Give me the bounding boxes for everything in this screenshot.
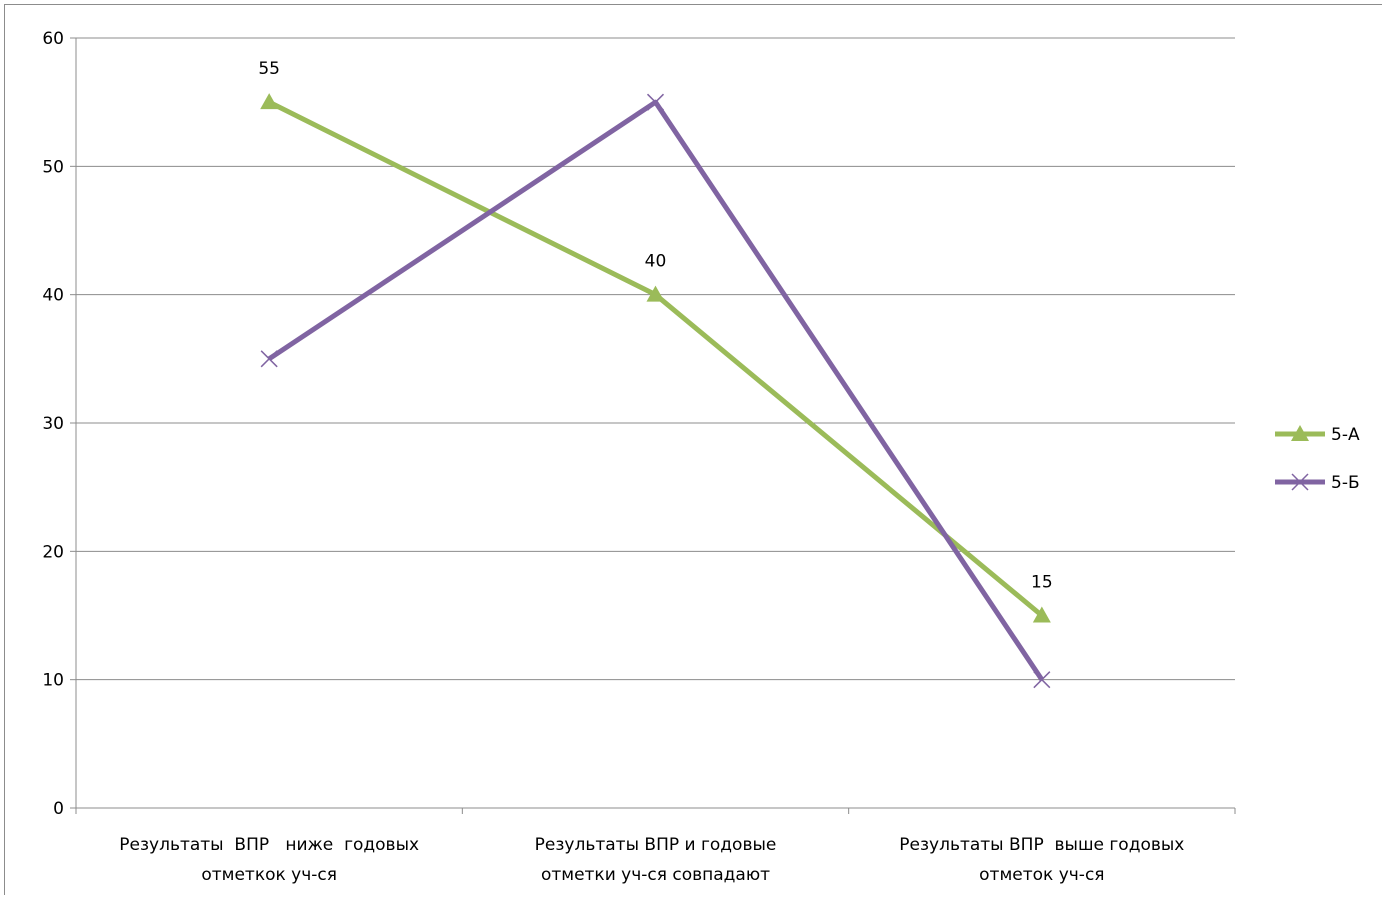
series-line-1 xyxy=(267,99,1044,682)
y-tick-label: 50 xyxy=(42,157,64,177)
chart-frame xyxy=(4,4,1382,895)
legend-x-marker xyxy=(1291,473,1309,491)
x-marker xyxy=(646,93,665,111)
legend-triangle-marker xyxy=(1291,425,1309,441)
x-category-label: Результаты ВПР и годовые xyxy=(535,835,777,855)
series-lines xyxy=(260,93,1051,689)
x-category-label: Результаты ВПР выше годовых xyxy=(899,835,1184,855)
y-tick-label: 30 xyxy=(42,414,64,434)
x-marker-stroke xyxy=(646,93,665,111)
legend-label: 5-Б xyxy=(1331,473,1360,493)
x-marker xyxy=(1033,671,1051,689)
triangle-marker xyxy=(646,285,665,302)
x-category-label: отметкок уч-ся xyxy=(201,865,337,885)
triangle-marker xyxy=(1032,606,1051,623)
gridlines xyxy=(76,37,1235,681)
legend: 5-А 5-Б xyxy=(1275,425,1360,493)
legend-item-0: 5-А xyxy=(1275,425,1360,445)
triangle-marker xyxy=(260,93,279,110)
axes: 0 10 20 30 40 50 60 Результаты ВПР ниже годовых… xyxy=(42,29,1236,885)
legend-item-1: 5-Б xyxy=(1275,473,1360,493)
y-tick-label: 0 xyxy=(53,799,64,819)
y-tick-label: 60 xyxy=(42,29,64,49)
x-category-label: отметки уч-ся совпадают xyxy=(541,865,770,885)
data-label: 55 xyxy=(258,59,280,79)
x-marker-stroke xyxy=(260,350,278,368)
x-category-label: Результаты ВПР ниже годовых xyxy=(119,835,419,855)
data-labels: 55 40 15 xyxy=(258,59,1052,592)
series-line-0 xyxy=(268,99,1044,618)
y-tick-label: 20 xyxy=(42,542,64,562)
y-tick-label: 10 xyxy=(42,671,64,691)
data-label: 15 xyxy=(1031,573,1053,593)
x-marker xyxy=(260,350,278,368)
legend-label: 5-А xyxy=(1331,425,1360,445)
x-category-label: отметок уч-ся xyxy=(979,865,1104,885)
y-tick-label: 40 xyxy=(42,286,64,306)
x-marker-stroke xyxy=(1033,671,1051,689)
data-label: 40 xyxy=(645,252,667,272)
